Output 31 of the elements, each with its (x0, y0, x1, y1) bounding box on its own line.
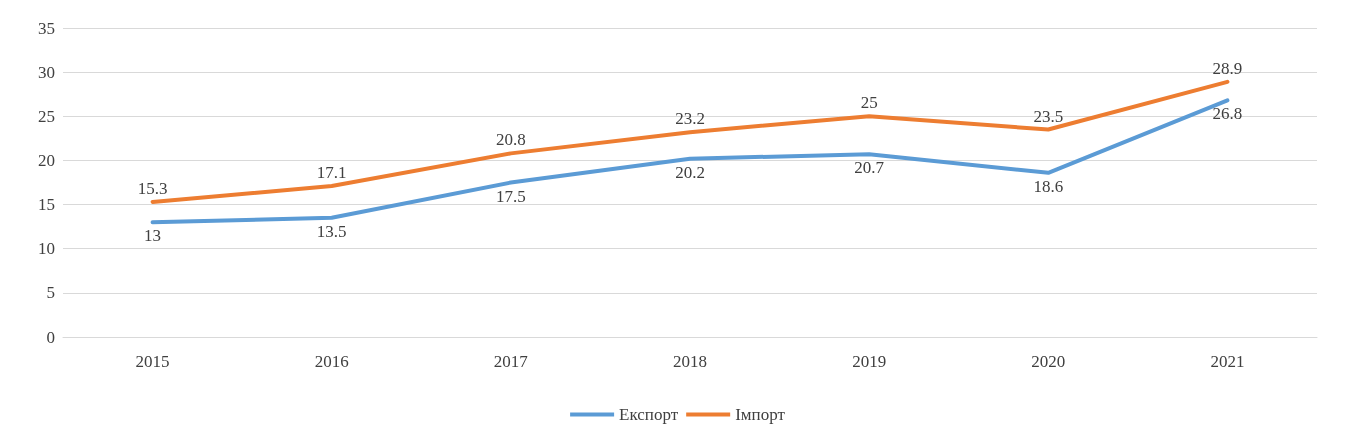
y-tick-label: 0 (46, 327, 55, 347)
data-label: 23.2 (675, 109, 705, 129)
data-label: 25 (860, 93, 878, 113)
data-label: 20.8 (495, 130, 526, 150)
data-label: 17.1 (316, 163, 347, 183)
y-tick-label: 15 (38, 195, 55, 215)
data-label: 17.5 (495, 186, 526, 206)
y-tick-label: 25 (38, 106, 55, 126)
x-tick-label: 2018 (673, 352, 707, 371)
x-tick-label: 2019 (852, 352, 887, 371)
legend-label: Імпорт (735, 405, 786, 424)
y-tick-label: 35 (38, 18, 55, 38)
x-tick-label: 2021 (1210, 352, 1245, 371)
data-label: 18.6 (1033, 176, 1064, 196)
data-label: 23.5 (1033, 106, 1064, 126)
y-tick-label: 10 (38, 239, 55, 259)
data-label: 26.8 (1212, 104, 1243, 124)
data-label: 15.3 (137, 178, 168, 198)
data-label: 13 (144, 226, 162, 246)
legend-label: Експорт (619, 405, 679, 424)
x-tick-label: 2016 (314, 352, 349, 371)
data-label: 28.9 (1212, 58, 1243, 78)
y-tick-label: 30 (38, 62, 55, 82)
x-tick-label: 2015 (135, 352, 170, 371)
x-tick-label: 2020 (1031, 352, 1066, 371)
data-label: 20.2 (675, 162, 705, 182)
data-label: 20.7 (854, 158, 885, 178)
y-tick-label: 20 (38, 150, 55, 170)
data-label: 13.5 (316, 221, 347, 241)
y-tick-label: 5 (46, 283, 55, 303)
x-tick-label: 2017 (493, 352, 529, 371)
